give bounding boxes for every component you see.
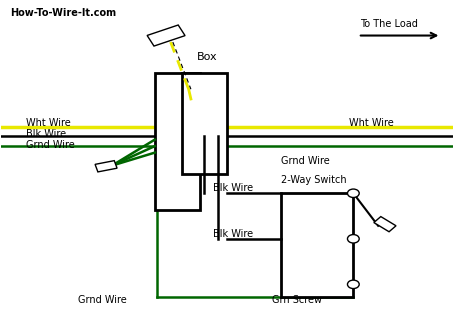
Text: Grnd Wire: Grnd Wire: [78, 296, 127, 305]
Text: 2-Way Switch: 2-Way Switch: [281, 175, 347, 185]
Text: Blk Wire: Blk Wire: [213, 229, 254, 239]
Text: Grnd Wire: Grnd Wire: [281, 156, 330, 166]
Bar: [155, 73, 200, 210]
Text: How-To-Wire-It.com: How-To-Wire-It.com: [10, 8, 117, 18]
Polygon shape: [147, 25, 185, 46]
Bar: [182, 73, 227, 174]
Bar: [281, 193, 353, 297]
Circle shape: [347, 235, 359, 243]
Text: To The Load: To The Load: [360, 19, 418, 29]
Text: Grnd Wire: Grnd Wire: [26, 140, 75, 150]
Text: Wht Wire: Wht Wire: [26, 118, 71, 128]
Polygon shape: [95, 161, 117, 172]
Text: Grn Screw: Grn Screw: [272, 296, 322, 305]
Circle shape: [347, 189, 359, 197]
Circle shape: [347, 280, 359, 289]
Text: Box: Box: [197, 51, 217, 62]
Polygon shape: [374, 216, 396, 232]
Text: Blk Wire: Blk Wire: [26, 129, 66, 139]
Text: Wht Wire: Wht Wire: [349, 118, 394, 128]
Text: Blk Wire: Blk Wire: [213, 183, 254, 194]
